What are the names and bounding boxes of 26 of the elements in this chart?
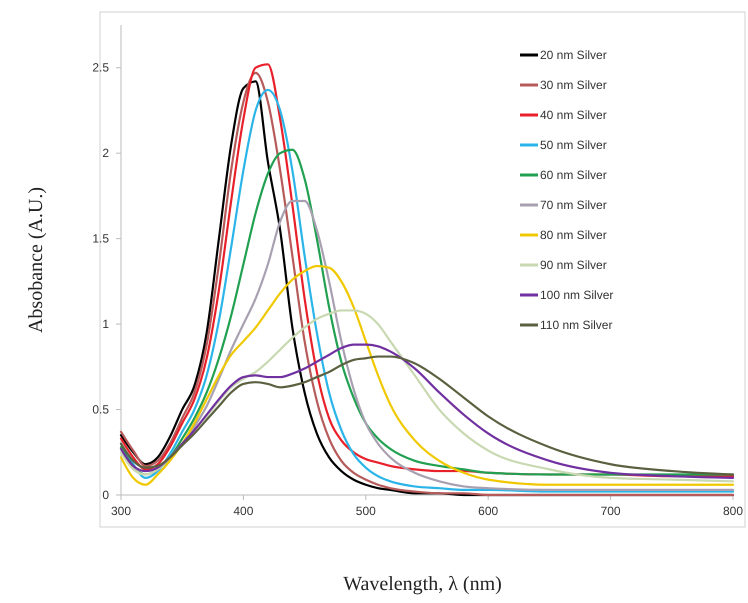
- legend-label: 70 nm Silver: [540, 198, 607, 212]
- line-series: [120, 309, 734, 482]
- legend-label: 50 nm Silver: [540, 138, 607, 152]
- y-tick-label: 0.5: [92, 402, 110, 417]
- legend-label: 90 nm Silver: [540, 258, 607, 272]
- y-tick-label: 1: [102, 317, 110, 332]
- x-tick-label: 400: [233, 504, 254, 518]
- legend-label: 100 nm Silver: [540, 288, 614, 302]
- line-series: [120, 200, 734, 491]
- y-tick-label: 2.5: [92, 60, 110, 75]
- legend-label: 110 nm Silver: [540, 318, 612, 332]
- x-tick-label: 300: [110, 504, 132, 518]
- y-tick-label: 2: [102, 146, 110, 160]
- x-axis-title: Wavelength, λ (nm): [343, 573, 502, 595]
- legend-label: 20 nm Silver: [540, 48, 607, 62]
- x-tick-label: 500: [356, 504, 376, 518]
- legend-label: 30 nm Silver: [540, 78, 607, 92]
- x-tick-label: 700: [600, 504, 621, 518]
- x-tick-label: 600: [478, 504, 499, 518]
- legend-label: 80 nm Silver: [540, 228, 607, 242]
- legend-label: 40 nm Silver: [540, 108, 607, 122]
- y-axis-title: Absobance (A.U.): [25, 186, 47, 334]
- y-tick-label: 1.5: [92, 232, 110, 246]
- y-tick-label: 0: [102, 488, 110, 502]
- legend-label: 60 nm Silver: [540, 168, 607, 182]
- x-tick-label: 800: [722, 504, 744, 518]
